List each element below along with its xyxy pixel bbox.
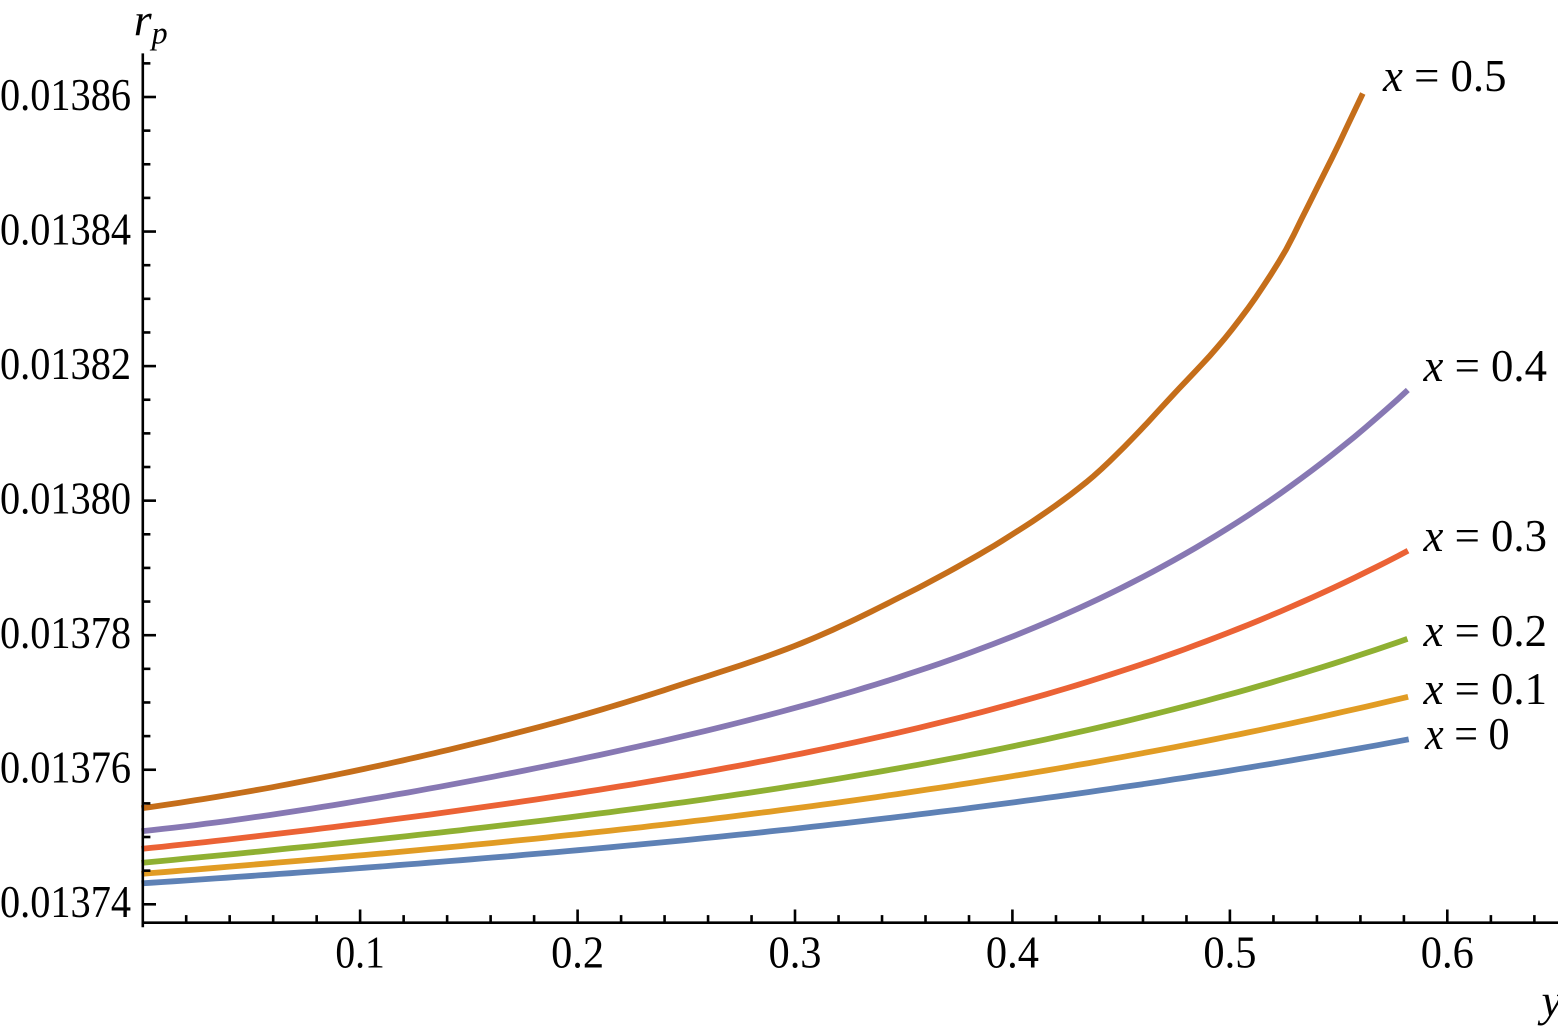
svg-text:0.5: 0.5 — [1203, 927, 1256, 978]
svg-text:0.6: 0.6 — [1421, 927, 1474, 978]
svg-text:0.01384: 0.01384 — [0, 203, 131, 254]
svg-text:0.01380: 0.01380 — [0, 472, 131, 523]
svg-text:x = 0.5: x = 0.5 — [1382, 50, 1506, 101]
svg-text:0.2: 0.2 — [551, 927, 604, 978]
svg-text:x = 0: x = 0 — [1424, 708, 1509, 759]
svg-text:0.3: 0.3 — [769, 927, 822, 978]
svg-text:x = 0.2: x = 0.2 — [1423, 605, 1547, 656]
svg-text:0.01382: 0.01382 — [0, 338, 131, 389]
svg-text:x = 0.1: x = 0.1 — [1423, 663, 1547, 714]
svg-text:x = 0.4: x = 0.4 — [1423, 340, 1547, 391]
svg-text:0.01378: 0.01378 — [0, 607, 131, 658]
svg-text:0.01386: 0.01386 — [0, 69, 131, 120]
svg-text:0.01374: 0.01374 — [0, 876, 131, 927]
svg-text:0.1: 0.1 — [335, 927, 385, 978]
svg-text:0.4: 0.4 — [986, 927, 1039, 978]
svg-text:x = 0.3: x = 0.3 — [1423, 510, 1547, 561]
svg-text:0.01376: 0.01376 — [0, 742, 131, 793]
svg-text:y: y — [1538, 975, 1558, 1026]
